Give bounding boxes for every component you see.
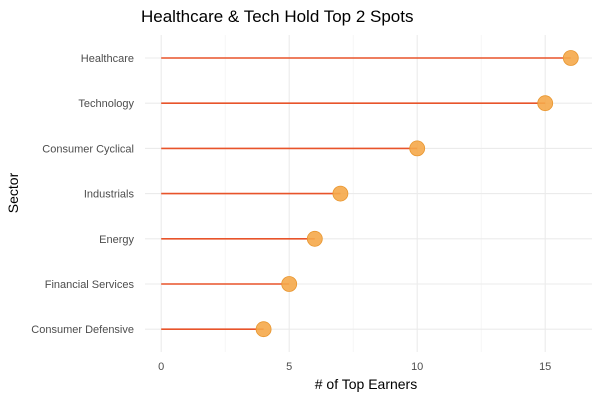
lollipop-point — [255, 321, 272, 338]
y-axis-title: Sector — [5, 172, 21, 213]
lollipop-point — [409, 140, 426, 157]
y-tick-labels: Healthcare Technology Consumer Cyclical Ind… — [31, 53, 134, 336]
y-tick-label: Financial Services — [45, 279, 135, 291]
y-tick-label: Technology — [78, 98, 134, 110]
y-tick-label: Consumer Defensive — [31, 324, 134, 336]
x-tick-labels: 0 5 10 15 — [158, 361, 551, 373]
lollipop-point — [281, 276, 298, 292]
lollipop-point — [306, 230, 323, 247]
stems — [161, 57, 571, 331]
y-tick-label: Healthcare — [81, 53, 134, 65]
points — [255, 50, 579, 338]
x-tick-label: 15 — [539, 361, 551, 373]
x-tick-label: 10 — [411, 361, 423, 373]
x-tick-label: 5 — [286, 361, 292, 373]
lollipop-point — [562, 50, 579, 66]
y-tick-label: Industrials — [84, 189, 135, 201]
lollipop-point — [332, 185, 349, 202]
lollipop-point — [537, 95, 554, 112]
y-tick-label: Energy — [99, 234, 134, 246]
y-tick-label: Consumer Cyclical — [42, 143, 134, 155]
x-tick-label: 0 — [158, 361, 164, 373]
chart-title: Healthcare & Tech Hold Top 2 Spots — [141, 7, 413, 26]
x-axis-title: # of Top Earners — [315, 376, 417, 392]
